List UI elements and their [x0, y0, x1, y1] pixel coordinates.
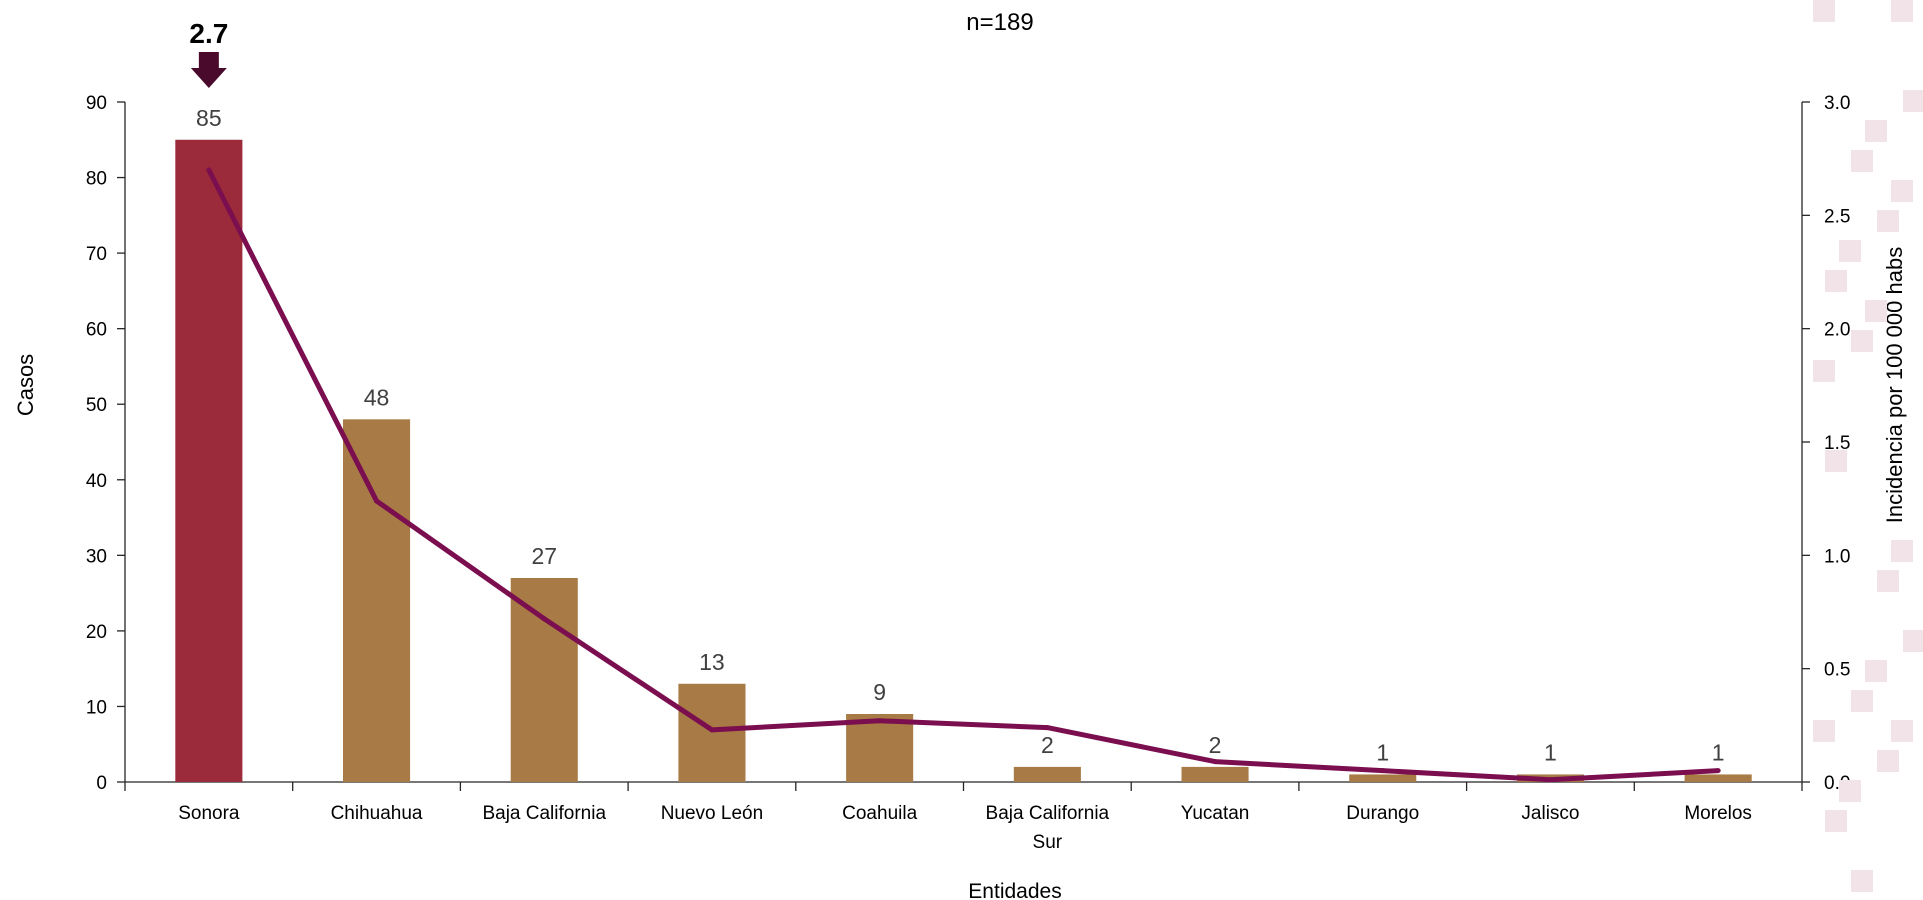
y-tick-label: 80	[86, 169, 107, 190]
y-tick-label: 40	[86, 471, 107, 492]
x-tick-label: Yucatan	[1181, 803, 1250, 824]
pattern-square	[1865, 300, 1887, 322]
bar-6	[1181, 766, 1249, 782]
pattern-square	[1839, 240, 1861, 262]
pattern-square	[1851, 150, 1873, 172]
pattern-square	[1891, 720, 1913, 742]
x-tick-label: Jalisco	[1521, 803, 1579, 824]
x-tick-label: Coahuila	[842, 803, 917, 824]
pattern-square	[1839, 780, 1861, 802]
pattern-square	[1877, 750, 1899, 772]
data-label: 2	[1041, 732, 1054, 758]
x-axis-label: Entidades	[968, 880, 1061, 900]
chart-title: n=189	[966, 9, 1033, 36]
x-tick-label: Morelos	[1684, 803, 1752, 824]
pattern-square	[1825, 450, 1847, 472]
y2-axis-label: Incidencia por 100 000 habs	[1882, 247, 1907, 523]
x-tick-label: Baja California Sur	[986, 803, 1110, 853]
y2-tick-label: 1.0	[1824, 546, 1850, 567]
y-tick-label: 90	[86, 93, 107, 114]
bar-0	[175, 139, 243, 782]
pattern-square	[1877, 570, 1899, 592]
bar-9	[1684, 774, 1752, 782]
data-label: 1	[1544, 739, 1557, 765]
pattern-square	[1813, 0, 1835, 22]
data-label: 1	[1376, 739, 1389, 765]
x-tick-label: Durango	[1346, 803, 1419, 824]
pattern-square	[1825, 270, 1847, 292]
pattern-square	[1903, 630, 1923, 652]
y-tick-label: 30	[86, 546, 107, 567]
bar-1	[343, 419, 411, 782]
incidence-point-1	[374, 498, 380, 504]
pattern-square	[1851, 690, 1873, 712]
incidence-point-2	[541, 616, 547, 622]
incidence-point-6	[1212, 759, 1218, 765]
decorative-pattern	[1813, 0, 1923, 900]
pattern-square	[1851, 330, 1873, 352]
pattern-square	[1891, 180, 1913, 202]
y2-tick-label: 2.0	[1824, 320, 1850, 341]
y2-tick-label: 0.5	[1824, 660, 1850, 681]
pattern-square	[1813, 720, 1835, 742]
incidence-point-0	[206, 167, 212, 173]
incidence-point-4	[877, 718, 883, 724]
pattern-square	[1877, 210, 1899, 232]
bar-7	[1349, 774, 1417, 782]
incidence-line	[206, 168, 1719, 783]
pattern-square	[1825, 810, 1847, 832]
pattern-square	[1903, 90, 1923, 112]
incidence-point-3	[709, 727, 715, 733]
data-label: 9	[873, 679, 886, 705]
data-label: 2	[1209, 732, 1222, 758]
pattern-square	[1865, 660, 1887, 682]
y-tick-label: 50	[86, 395, 107, 416]
y-tick-label: 70	[86, 244, 107, 265]
y2-tick-label: 3.0	[1824, 93, 1850, 114]
y-tick-label: 0	[96, 773, 107, 794]
y-axis-label: Casos	[13, 354, 38, 416]
y-tick-label: 10	[86, 697, 107, 718]
highlight-label: 2.7	[189, 18, 228, 49]
data-label: 48	[364, 384, 390, 410]
y2-tick-label: 2.5	[1824, 206, 1850, 227]
x-tick-label: Sonora	[178, 803, 240, 824]
bar-5	[1013, 766, 1081, 782]
pattern-square	[1865, 120, 1887, 142]
highlight-arrow-icon	[190, 52, 227, 88]
y2-tick-label: 1.5	[1824, 433, 1850, 454]
x-tick-label: Nuevo León	[661, 803, 763, 824]
y-tick-label: 60	[86, 320, 107, 341]
y-tick-label: 20	[86, 622, 107, 643]
data-label: 1	[1712, 739, 1725, 765]
bar-4	[846, 714, 914, 782]
x-tick-label: Baja California	[482, 803, 606, 824]
bar-2	[510, 578, 578, 782]
incidence-point-7	[1380, 768, 1386, 774]
bar-3	[678, 683, 746, 782]
incidence-point-5	[1044, 725, 1050, 731]
data-label: 27	[531, 543, 557, 569]
incidence-point-9	[1715, 768, 1721, 774]
data-label: 13	[699, 649, 725, 675]
pattern-square	[1891, 0, 1913, 22]
data-label: 85	[196, 105, 222, 131]
pattern-square	[1813, 360, 1835, 382]
incidence-point-8	[1547, 777, 1553, 783]
pattern-square	[1851, 870, 1873, 892]
x-tick-label: Chihuahua	[331, 803, 423, 824]
pattern-square	[1891, 540, 1913, 562]
